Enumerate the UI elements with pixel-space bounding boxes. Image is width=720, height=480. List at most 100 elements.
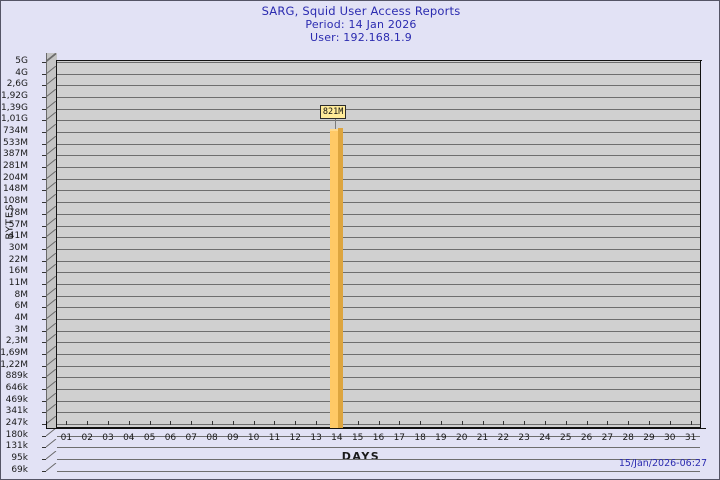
wall-tick xyxy=(46,194,57,203)
gridline xyxy=(57,401,700,402)
x-axis-tick-mark xyxy=(503,421,504,425)
gridline xyxy=(57,74,700,75)
x-axis-tick-label: 02 xyxy=(81,433,93,443)
x-axis-tick-mark xyxy=(295,421,296,425)
bar-front-face xyxy=(330,130,339,428)
x-axis-tick-mark xyxy=(670,421,671,425)
gridline xyxy=(57,144,700,145)
x-axis-tick-mark xyxy=(191,421,192,425)
plot-canvas xyxy=(56,61,701,472)
gridline xyxy=(57,307,700,308)
y-axis-tick-mark xyxy=(42,424,46,425)
gridline xyxy=(57,109,700,110)
wall-tick xyxy=(46,439,57,448)
y-axis-tick-mark xyxy=(42,412,46,413)
wall-tick xyxy=(46,253,57,262)
y-axis-tick-mark xyxy=(42,214,46,215)
title-block: SARG, Squid User Access Reports Period: … xyxy=(1,5,720,45)
y-axis-tick-mark xyxy=(42,354,46,355)
x-axis-origin-mark xyxy=(46,421,47,429)
gridline xyxy=(57,459,700,460)
y-axis-tick-mark xyxy=(42,74,46,75)
gridline xyxy=(57,342,700,343)
chart-plot-area: 5G 4G 2,6G 1,92G 1,39G 1,01G 734M 533M 387M 281M 2… xyxy=(0,53,709,475)
y-axis-tick-mark xyxy=(42,366,46,367)
y-axis-tick-mark xyxy=(42,261,46,262)
wall-tick xyxy=(46,416,57,425)
wall-tick xyxy=(46,54,57,63)
chart-3d-wall xyxy=(46,53,709,428)
y-axis-tick-label: 22M xyxy=(8,255,28,265)
y-axis-tick-label: 889k xyxy=(5,371,28,381)
gridline xyxy=(57,120,700,121)
report-period: Period: 14 Jan 2026 xyxy=(305,18,417,31)
wall-tick xyxy=(46,159,57,168)
bar-label-stem xyxy=(334,117,336,129)
x-axis-tick-mark xyxy=(233,421,234,425)
bar-top-face xyxy=(330,128,339,131)
y-axis-tick-label: 1,22M xyxy=(0,360,28,370)
x-axis-tick-mark xyxy=(254,421,255,425)
x-axis-tick-label: 10 xyxy=(247,433,260,443)
gridline xyxy=(57,354,700,355)
y-axis-tick-label: 30M xyxy=(8,243,28,253)
y-axis-tick-mark xyxy=(42,132,46,133)
gridline xyxy=(57,249,700,250)
plot-top-border xyxy=(56,60,702,61)
y-axis-tick-label: 1,92G xyxy=(0,91,28,101)
wall-tick xyxy=(46,463,57,472)
x-axis-tick-label: 25 xyxy=(560,433,572,443)
gridline xyxy=(57,331,700,332)
wall-tick xyxy=(46,229,57,238)
gridline xyxy=(57,179,700,180)
y-axis-tick-mark xyxy=(42,459,46,460)
y-axis-tick-mark xyxy=(42,202,46,203)
y-axis-tick-label: 4M xyxy=(14,313,29,323)
x-axis-tick-mark xyxy=(358,421,359,425)
y-axis-tick-mark xyxy=(42,331,46,332)
x-axis-tick-mark xyxy=(587,421,588,425)
y-axis-tick-label: 469k xyxy=(5,395,28,405)
x-axis-tick-mark xyxy=(399,421,400,425)
y-axis-tick-mark xyxy=(42,179,46,180)
y-axis-tick-label: 646k xyxy=(5,383,28,393)
x-axis-tick-mark xyxy=(66,421,67,425)
wall-tick xyxy=(46,264,57,273)
gridline xyxy=(57,284,700,285)
wall-tick xyxy=(46,101,57,110)
y-axis-tick-label: 78M xyxy=(8,208,28,218)
wall-tick xyxy=(46,393,57,402)
x-axis-baseline xyxy=(46,428,706,429)
y-axis-tick-label: 387M xyxy=(3,149,28,159)
y-axis-tick-label: 204M xyxy=(3,173,28,183)
x-axis-tick-mark xyxy=(607,421,608,425)
y-axis-tick-label: 16M xyxy=(8,266,28,276)
x-axis-tick-mark xyxy=(274,421,275,425)
wall-tick xyxy=(46,334,57,343)
y-axis-tick-label: 341k xyxy=(5,406,28,416)
gridline xyxy=(57,85,700,86)
y-axis-tick-label: 131k xyxy=(5,441,28,451)
generated-timestamp: 15/Jan/2026-06:27 xyxy=(618,458,707,469)
report-user: User: 192.168.1.9 xyxy=(310,31,412,44)
x-axis-tick-label: 22 xyxy=(497,433,510,443)
y-axis-tick-label: 247k xyxy=(5,418,28,428)
x-axis-tick-label: 03 xyxy=(102,433,114,443)
y-axis-tick-label: 6M xyxy=(14,301,29,311)
y-axis-tick-mark xyxy=(42,237,46,238)
wall-tick xyxy=(46,206,57,215)
wall-tick xyxy=(46,182,57,191)
wall-tick xyxy=(46,369,57,378)
y-axis-tick-mark xyxy=(42,296,46,297)
wall-tick xyxy=(46,346,57,355)
y-axis-tick-label: 5G xyxy=(15,56,28,66)
y-axis-tick-label: 11M xyxy=(8,278,28,288)
wall-tick xyxy=(46,288,57,297)
x-axis-tick-label: 16 xyxy=(372,433,385,443)
gridline xyxy=(57,190,700,191)
y-axis-tick-mark xyxy=(42,109,46,110)
wall-tick xyxy=(46,451,57,460)
x-axis-tick-label: 30 xyxy=(664,433,676,443)
y-axis-tick-label: 4G xyxy=(15,68,28,78)
x-axis-tick-label: 27 xyxy=(601,433,614,443)
